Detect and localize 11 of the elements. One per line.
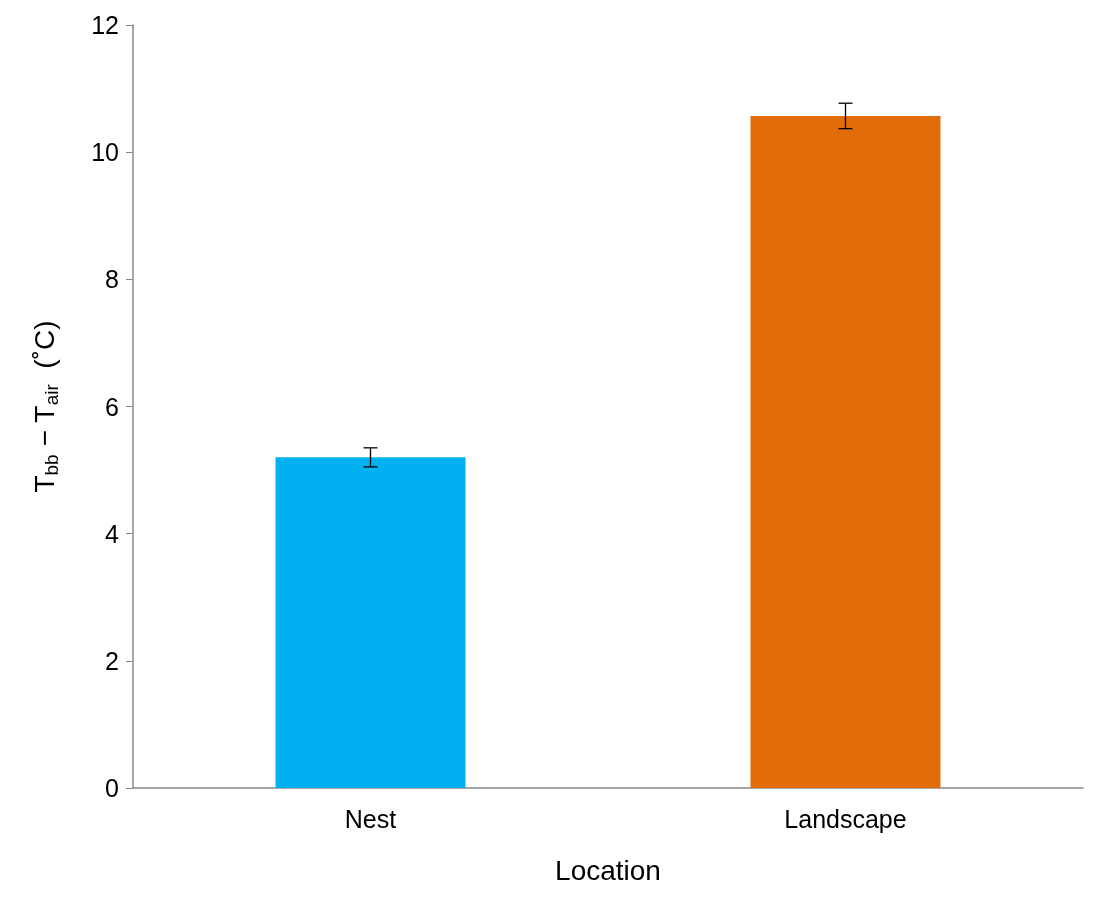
x-tick-label: Landscape: [784, 804, 907, 833]
y-tick-label: 10: [91, 138, 119, 167]
y-tick-label: 4: [105, 519, 120, 548]
x-axis-title: Location: [555, 854, 661, 886]
y-axis-title: Tbb − Tair (˚C): [29, 320, 62, 493]
y-tick-label: 12: [91, 11, 119, 39]
y-tick-label: 6: [105, 392, 119, 421]
y-tick-label: 0: [105, 774, 119, 802]
y-tick-label: 8: [105, 265, 119, 294]
y-tick-label: 2: [105, 646, 119, 675]
x-tick-label: Nest: [344, 804, 397, 833]
